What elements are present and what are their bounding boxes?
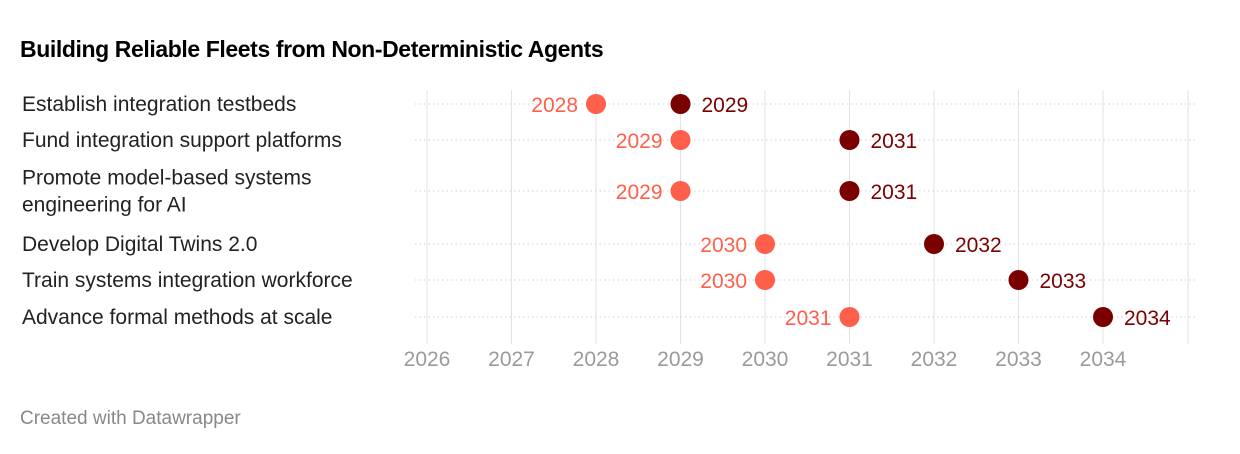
x-tick-label: 2032	[911, 348, 958, 371]
range-row: Train systems integration workforce 2030 2…	[22, 269, 1198, 293]
end-value-label: 2032	[955, 234, 1002, 257]
grid-layer	[426, 90, 1189, 344]
end-value-label: 2034	[1124, 307, 1171, 330]
start-dot	[670, 181, 691, 201]
x-tick-label: 2031	[826, 348, 873, 371]
start-dot	[755, 270, 775, 290]
x-tick-label: 2033	[995, 348, 1042, 371]
x-tick-label: 2028	[573, 348, 620, 371]
x-tick-label: 2034	[1080, 348, 1127, 371]
range-row: Establish integration testbeds 2028 2029	[22, 93, 1198, 117]
start-value-label: 2028	[531, 94, 578, 117]
start-value-label: 2029	[616, 130, 663, 153]
chart-title: Building Reliable Fleets from Non-Determ…	[20, 36, 604, 62]
end-dot	[670, 94, 691, 114]
x-tick-label: 2027	[488, 348, 535, 371]
range-row: Fund integration support platforms 2029 20…	[22, 129, 1198, 153]
x-tick-label: 2026	[404, 348, 451, 371]
start-value-label: 2029	[616, 181, 663, 204]
start-dot	[670, 130, 691, 150]
row-label: Promote model-based systems	[22, 167, 311, 190]
end-value-label: 2031	[871, 181, 918, 204]
row-label: Train systems integration workforce	[22, 269, 353, 292]
end-dot	[924, 234, 944, 254]
x-tick-label: 2029	[657, 348, 704, 371]
x-axis-ticks: 2026 2027 2028 2029 2030 2031 2032 2033 2034	[404, 348, 1127, 371]
end-value-label: 2033	[1040, 270, 1087, 293]
row-label: Develop Digital Twins 2.0	[22, 233, 257, 256]
range-row: Advance formal methods at scale 2031 2034	[22, 306, 1198, 330]
end-dot	[839, 181, 860, 201]
end-dot	[1008, 270, 1029, 290]
start-dot	[586, 94, 606, 114]
row-label: Advance formal methods at scale	[22, 306, 333, 329]
row-label: Fund integration support platforms	[22, 129, 342, 152]
row-label: engineering for AI	[22, 194, 187, 217]
start-value-label: 2030	[700, 270, 747, 293]
start-dot	[755, 234, 775, 254]
end-value-label: 2031	[871, 130, 918, 153]
end-dot	[1093, 307, 1113, 327]
rows-layer: Establish integration testbeds 2028 2029Fu…	[22, 93, 1198, 330]
start-dot	[839, 307, 860, 327]
x-tick-label: 2030	[742, 348, 789, 371]
end-value-label: 2029	[702, 94, 749, 117]
start-value-label: 2030	[700, 234, 747, 257]
start-value-label: 2031	[785, 307, 832, 330]
footer-credit: Created with Datawrapper	[20, 408, 241, 429]
range-row: Promote model-based systems engineering f…	[22, 167, 1198, 217]
range-row: Develop Digital Twins 2.0 2030 2032	[22, 233, 1198, 257]
end-dot	[839, 130, 860, 150]
row-label: Establish integration testbeds	[22, 93, 296, 116]
